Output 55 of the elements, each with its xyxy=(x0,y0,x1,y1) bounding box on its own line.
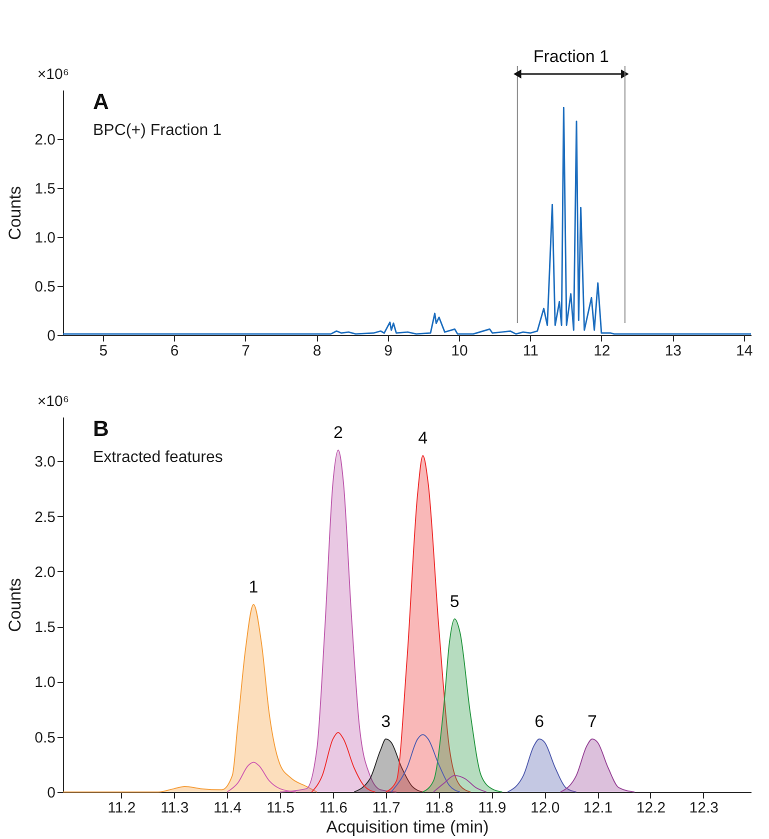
y-tick-label: 1.5 xyxy=(34,619,56,636)
annotation: 1 xyxy=(248,578,258,596)
y-tick-label: 1.5 xyxy=(34,180,56,198)
annotation: 4 xyxy=(418,428,428,448)
line-series xyxy=(311,732,376,792)
annotation: 5 xyxy=(450,592,460,611)
y-tick-label: 2.0 xyxy=(34,132,56,148)
x-tick-label: 13 xyxy=(664,342,682,360)
y-tick-label: 1.0 xyxy=(34,674,56,692)
x-axis-title: Acquisition time (min) xyxy=(326,818,489,836)
x-tick-label: 12.2 xyxy=(636,800,666,816)
x-tick-label: 12 xyxy=(594,342,610,360)
x-tick-label: 10 xyxy=(451,342,468,360)
x-tick-label: 14 xyxy=(736,342,753,360)
x-tick-label: 11.4 xyxy=(214,800,242,816)
line-series xyxy=(226,762,296,792)
text: BPC(+) Fraction 1 xyxy=(93,122,222,139)
y-tick-label: 0 xyxy=(47,328,56,344)
x-tick-label: 6 xyxy=(170,342,179,360)
x-tick-label: 9 xyxy=(384,342,392,360)
x-tick-label: 11.8 xyxy=(425,800,454,816)
y-tick-label: 2.0 xyxy=(34,564,56,581)
y-tick-label: 0.5 xyxy=(34,278,56,296)
annotation: 2 xyxy=(333,423,343,442)
y-tick-label: 0.5 xyxy=(34,729,56,746)
x-tick-label: 12.0 xyxy=(530,800,560,816)
y-tick-label: 3.0 xyxy=(34,454,56,471)
annotation: 3 xyxy=(381,712,391,732)
text: Extracted features xyxy=(93,449,223,466)
x-tick-label: 11.7 xyxy=(372,800,400,816)
text: ×10⁶ xyxy=(37,393,69,410)
line-series xyxy=(432,774,487,792)
chart-title: A xyxy=(93,89,109,114)
x-tick-label: 7 xyxy=(242,342,250,360)
x-tick-label: 12.1 xyxy=(583,800,613,816)
x-tick-label: 5 xyxy=(99,342,108,360)
text: ×10⁶ xyxy=(37,66,69,83)
x-tick-label: 11.5 xyxy=(266,800,295,816)
x-tick-label: 11.2 xyxy=(108,800,136,816)
ref-line-label: Fraction 1 xyxy=(533,47,609,66)
x-tick-label: 11.3 xyxy=(160,800,189,816)
x-tick-label: 11 xyxy=(522,342,538,360)
x-tick-label: 12.3 xyxy=(689,800,718,816)
y-tick-label: 1.0 xyxy=(34,230,56,246)
line-series xyxy=(390,734,460,792)
x-tick-label: 11.6 xyxy=(319,800,348,816)
annotation: 7 xyxy=(587,712,597,732)
y-tick-label: 0 xyxy=(47,784,56,802)
x-tick-label: 11.9 xyxy=(478,800,506,816)
y-tick-label: 2.5 xyxy=(34,508,56,526)
x-tick-label: 8 xyxy=(312,342,322,360)
annotation: 6 xyxy=(534,712,544,732)
y-axis-title: Counts xyxy=(6,578,25,632)
y-axis-title: Counts xyxy=(6,186,25,240)
chart-title: B xyxy=(93,416,109,441)
